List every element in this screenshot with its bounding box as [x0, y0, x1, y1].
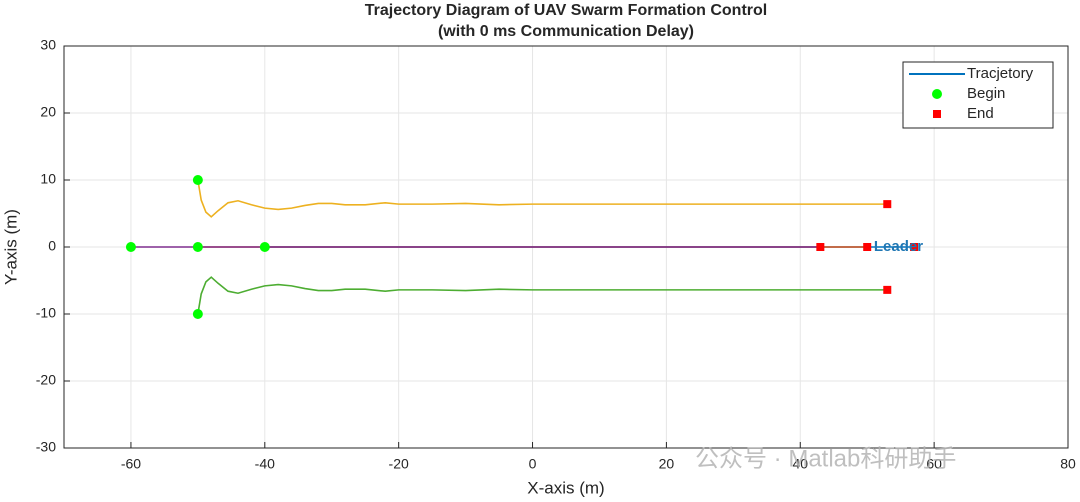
end-marker [883, 285, 892, 294]
watermark: 公众号 · Matlab科研助手 [695, 445, 956, 472]
x-tick-label: 20 [659, 456, 675, 472]
y-tick-label: -20 [36, 372, 56, 388]
y-tick-label: -10 [36, 305, 56, 321]
end-marker [816, 243, 825, 251]
y-tick-label: 10 [40, 171, 56, 187]
x-tick-label: -40 [255, 456, 275, 472]
begin-marker [192, 242, 203, 252]
y-tick-label: 20 [40, 104, 56, 120]
begin-marker [192, 175, 203, 185]
x-tick-label: 0 [529, 456, 537, 472]
x-tick-label: 60 [926, 456, 942, 472]
trajectory [197, 276, 888, 315]
legend-label: Begin [967, 85, 1005, 102]
x-tick-label: -20 [389, 456, 409, 472]
y-tick-label: 30 [40, 37, 56, 53]
legend-marker [932, 89, 942, 99]
end-marker [910, 243, 919, 251]
legend-marker [933, 110, 941, 118]
x-tick-label: 80 [1060, 456, 1076, 472]
end-marker [863, 243, 872, 251]
end-marker [883, 200, 892, 209]
begin-marker [259, 242, 270, 252]
y-axis-label: Y-axis (m) [1, 209, 20, 285]
annotation: Leader [874, 238, 923, 255]
x-tick-label: 40 [792, 456, 808, 472]
legend-label: Tracjetory [967, 65, 1034, 82]
x-axis-label: X-axis (m) [527, 478, 604, 497]
legend-label: End [967, 105, 994, 122]
y-tick-label: 0 [48, 238, 56, 254]
trajectory [197, 179, 888, 218]
x-tick-label: -60 [121, 456, 141, 472]
axes-box [63, 45, 1069, 449]
begin-marker [192, 309, 203, 319]
begin-marker [125, 242, 136, 252]
chart-title: Trajectory Diagram of UAV Swarm Formatio… [365, 2, 767, 19]
y-tick-label: -30 [36, 439, 56, 455]
chart-subtitle: (with 0 ms Communication Delay) [438, 23, 694, 40]
